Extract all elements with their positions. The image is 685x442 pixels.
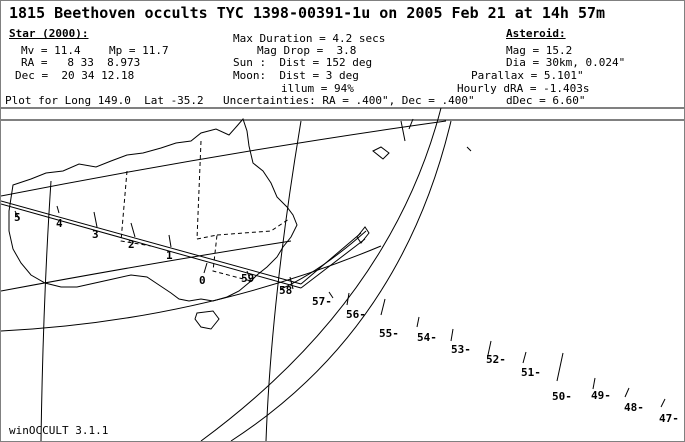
- path-time-label: 50-: [552, 390, 572, 403]
- path-time-tick: [660, 398, 666, 408]
- path-limb-section: [300, 232, 366, 289]
- state-border-nt: [196, 140, 202, 240]
- path-time-label: 57-: [312, 295, 332, 308]
- event-title: 1815 Beethoven occults TYC 1398-00391-1u…: [9, 4, 606, 22]
- path-time-label: 56-: [346, 308, 366, 321]
- path-time-label: 59: [241, 272, 254, 285]
- path-time-tick: [487, 340, 492, 356]
- star-mv: Mv = 11.4: [21, 44, 81, 57]
- asteroid-dia: Dia = 30km, 0.024": [506, 56, 626, 69]
- path-time-label: 2: [128, 238, 135, 251]
- event-sun: Sun : Dist = 152 deg: [233, 56, 373, 69]
- path-time-tick: [380, 298, 386, 316]
- path-time-label: 5: [14, 211, 21, 224]
- longitude-line-1: [40, 180, 52, 441]
- tasmania-outline: [194, 310, 220, 330]
- event-max-duration: Max Duration = 4.2 secs: [233, 32, 386, 45]
- path-time-tick: [592, 377, 596, 390]
- path-time-tick: [556, 352, 564, 382]
- path-time-tick: [450, 328, 454, 342]
- asteroid-mag: Mag = 15.2: [506, 44, 573, 57]
- latitude-line-1: [1, 120, 447, 197]
- path-time-label: 47-: [659, 412, 679, 425]
- path-time-tick: [522, 351, 527, 364]
- asteroid-heading: Asteroid:: [506, 27, 566, 40]
- path-time-tick: [416, 316, 420, 328]
- path-time-tick: [130, 222, 136, 238]
- time-labels: 5 4 3 2 1 0 59 58 57- 56- 55- 54- 53- 52- 51- 50- 49- 48-…: [14, 211, 679, 425]
- path-time-label: 3: [92, 228, 99, 241]
- event-illum: illum = 94%: [281, 82, 354, 95]
- latitude-line-3: [1, 245, 382, 332]
- asteroid-hourly-dra: Hourly dRA = -1.403s: [457, 82, 590, 95]
- time-ticks: [14, 205, 666, 408]
- path-time-label: 4: [56, 217, 63, 230]
- path-time-label: 51-: [521, 366, 541, 379]
- path-time-tick: [624, 387, 630, 398]
- path-north-limit: [1, 200, 302, 285]
- longitude-line-2: [265, 120, 302, 441]
- path-time-label: 1: [166, 249, 173, 262]
- path-time-label: 54-: [417, 331, 437, 344]
- earth-limb-arc: [200, 107, 442, 441]
- papua-coastline: [372, 146, 390, 160]
- path-time-tick: [14, 210, 20, 220]
- event-mag-drop: Mag Drop = 3.8: [257, 44, 357, 57]
- new-zealand-outline: [356, 226, 370, 244]
- asteroid-parallax: Parallax = 5.101": [471, 69, 584, 82]
- path-time-tick: [93, 211, 98, 228]
- path-time-label: 55-: [379, 327, 399, 340]
- star-dec: Dec = 20 34 12.18: [15, 69, 135, 82]
- path-time-tick: [346, 292, 350, 306]
- path-time-tick: [246, 270, 252, 283]
- state-border-wa: [120, 170, 152, 247]
- path-south-limit: [1, 203, 302, 289]
- path-time-tick: [328, 291, 334, 299]
- path-time-tick: [203, 262, 208, 274]
- plot-for-location: Plot for Long 149.0 Lat -35.2: [5, 94, 204, 107]
- uncertainties: Uncertainties: RA = .400", Dec = .400": [223, 94, 475, 107]
- software-version: winOCCULT 3.1.1: [9, 424, 109, 437]
- latitude-line-2: [1, 240, 292, 292]
- path-time-tick: [289, 276, 294, 290]
- path-sky-limit: [280, 230, 367, 290]
- islands: [400, 118, 472, 152]
- path-time-label: 49-: [591, 389, 611, 402]
- path-time-label: 52-: [486, 353, 506, 366]
- australia-coastline: [8, 118, 298, 302]
- star-heading: Star (2000):: [9, 27, 89, 40]
- path-time-label: 0: [199, 274, 206, 287]
- path-time-tick: [56, 205, 60, 214]
- path-time-tick: [168, 234, 172, 248]
- event-moon: Moon: Dist = 3 deg: [233, 69, 359, 82]
- earth-limb-arc-2: [230, 120, 452, 441]
- state-border-qld: [216, 218, 290, 236]
- star-mp: Mp = 11.7: [109, 44, 169, 57]
- asteroid-ddec: dDec = 6.60": [506, 94, 586, 107]
- state-border-sa: [196, 234, 252, 282]
- star-ra: RA = 8 33 8.973: [21, 56, 141, 69]
- path-time-label: 58: [279, 284, 292, 297]
- path-time-label: 53-: [451, 343, 471, 356]
- path-time-label: 48-: [624, 401, 644, 414]
